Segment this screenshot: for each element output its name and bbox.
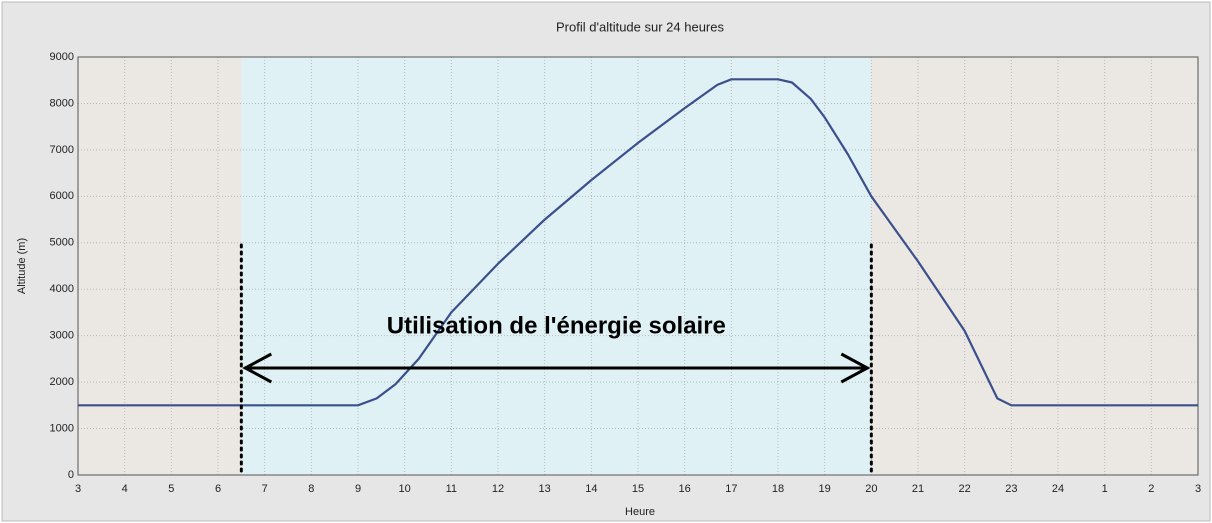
x-tick-label: 18 [772,483,784,495]
x-tick-label: 3 [75,483,81,495]
x-tick-label: 8 [308,483,314,495]
x-tick-label: 11 [446,483,457,495]
x-tick-label: 22 [959,483,971,495]
chart-title: Profil d'altitude sur 24 heures [556,19,724,34]
y-tick-label: 8000 [50,97,74,109]
x-tick-label: 23 [1005,483,1017,495]
annotation: Utilisation de l'énergie solaire [387,312,726,339]
x-tick-label: 19 [819,483,831,495]
x-tick-label: 14 [585,483,597,495]
x-tick-label: 9 [355,483,361,495]
x-axis-label: Heure [625,506,655,518]
arrow-head [242,352,273,384]
x-tick-label: 16 [679,483,691,495]
y-tick-label: 4000 [50,283,74,295]
y-tick-label: 2000 [50,376,74,388]
x-tick-label: 24 [1052,483,1064,495]
altitude-line [78,78,1198,407]
x-tick-label: 20 [865,483,877,495]
x-tick-label: 15 [632,483,644,495]
y-axis-label: Altitude (m) [16,238,28,294]
y-tick-label: 7000 [50,144,74,156]
y-tick-label: 0 [68,469,74,481]
x-tick-label: 10 [399,483,411,495]
solar-region [241,57,872,475]
arrow-head [840,352,871,384]
y-tick-label: 3000 [50,330,74,342]
x-tick-label: 7 [262,483,268,495]
x-tick-label: 5 [168,483,174,495]
y-tick-label: 5000 [50,237,74,249]
x-tick-label: 6 [215,483,221,495]
x-tick-label: 4 [122,483,128,495]
x-tick-label: 13 [539,483,551,495]
x-tick-label: 12 [492,483,504,495]
x-tick-label: 1 [1102,483,1108,495]
y-tick-label: 6000 [50,190,74,202]
y-tick-label: 1000 [50,422,74,434]
x-tick-label: 21 [912,483,924,495]
x-tick-label: 17 [725,483,737,495]
plot-border [77,56,1199,476]
y-tick-label: 9000 [50,51,74,63]
x-tick-label: 2 [1148,483,1154,495]
x-tick-label: 3 [1195,483,1201,495]
